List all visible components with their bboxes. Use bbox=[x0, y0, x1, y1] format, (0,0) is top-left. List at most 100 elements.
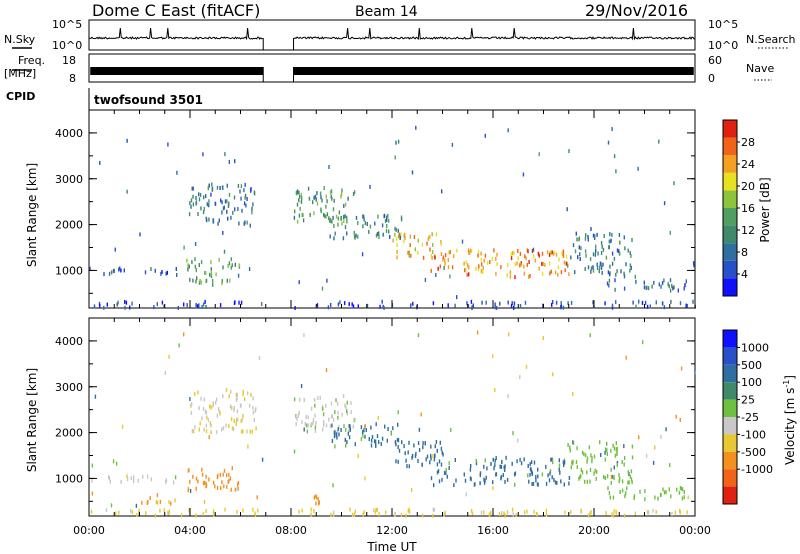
heatmap-cell bbox=[439, 264, 441, 269]
heatmap-cell bbox=[243, 188, 245, 193]
heatmap-cell bbox=[209, 272, 211, 277]
heatmap-cell bbox=[227, 264, 229, 269]
heatmap-cell bbox=[686, 303, 688, 308]
heatmap-cell bbox=[569, 445, 571, 450]
heatmap-cell bbox=[493, 248, 495, 253]
heatmap-cell bbox=[535, 478, 537, 483]
colorbar-swatch bbox=[723, 172, 737, 191]
heatmap-cell bbox=[166, 270, 168, 275]
heatmap-cell bbox=[296, 202, 299, 207]
heatmap-cell bbox=[487, 260, 489, 265]
heatmap-cell bbox=[588, 445, 590, 450]
heatmap-cell bbox=[532, 254, 535, 259]
heatmap-cell bbox=[479, 473, 481, 478]
heatmap-cell bbox=[119, 266, 121, 271]
heatmap-cell bbox=[600, 266, 603, 270]
heatmap-cell bbox=[325, 204, 327, 209]
heatmap-cell bbox=[507, 394, 509, 399]
colorbar-tick-label: -100 bbox=[741, 428, 766, 441]
heatmap-cell bbox=[408, 464, 410, 469]
heatmap-cell bbox=[208, 183, 210, 188]
heatmap-cell bbox=[344, 437, 346, 442]
heatmap-cell bbox=[194, 264, 196, 269]
heatmap-cell bbox=[531, 482, 533, 486]
heatmap-cell bbox=[381, 436, 384, 441]
heatmap-cell bbox=[505, 455, 507, 460]
heatmap-cell bbox=[551, 250, 553, 255]
heatmap-cell bbox=[390, 431, 392, 436]
heatmap-cell bbox=[524, 300, 527, 305]
heatmap-cell bbox=[294, 306, 296, 310]
heatmap-cell bbox=[527, 464, 529, 468]
heatmap-cell bbox=[141, 500, 143, 505]
heatmap-cell bbox=[126, 138, 128, 143]
heatmap-cell bbox=[298, 213, 301, 218]
heatmap-cell bbox=[557, 265, 559, 270]
heatmap-cell bbox=[527, 274, 530, 279]
heatmap-cell bbox=[604, 450, 606, 455]
heatmap-cell bbox=[412, 301, 414, 306]
heatmap-cell bbox=[565, 254, 568, 259]
heatmap-cell bbox=[222, 472, 224, 477]
heatmap-cell bbox=[250, 392, 252, 397]
heatmap-cell bbox=[634, 511, 637, 516]
heatmap-cell bbox=[329, 234, 331, 239]
heatmap-cell bbox=[563, 463, 565, 468]
heatmap-cell bbox=[317, 497, 319, 502]
heatmap-cell bbox=[537, 251, 540, 256]
heatmap-cell bbox=[434, 444, 436, 449]
heatmap-cell bbox=[534, 258, 536, 263]
heatmap-cell bbox=[301, 420, 303, 425]
heatmap-cell bbox=[199, 279, 201, 283]
heatmap-cell bbox=[349, 507, 351, 512]
heatmap-cell bbox=[180, 513, 183, 518]
heatmap-cell bbox=[616, 269, 618, 274]
heatmap-cell bbox=[176, 273, 178, 277]
heatmap-cell bbox=[189, 488, 192, 493]
heatmap-cell bbox=[112, 459, 115, 464]
heatmap-cell bbox=[607, 486, 609, 491]
heatmap-cell bbox=[613, 446, 616, 451]
heatmap-cell bbox=[192, 474, 194, 479]
heatmap-cell bbox=[313, 398, 316, 402]
heatmap-cell bbox=[205, 305, 207, 309]
colorbar-swatch bbox=[723, 190, 737, 208]
heatmap-cell bbox=[338, 210, 341, 215]
heatmap-cell bbox=[91, 491, 94, 496]
heatmap-cell bbox=[344, 225, 347, 230]
heatmap-cell bbox=[653, 280, 655, 285]
heatmap-cell bbox=[647, 510, 650, 515]
heatmap-cell bbox=[230, 487, 232, 492]
heatmap-cell bbox=[230, 417, 233, 422]
freq-left-tick-bottom: 8 bbox=[69, 72, 76, 85]
heatmap-cell bbox=[248, 403, 251, 408]
heatmap-cell bbox=[449, 250, 451, 255]
heatmap-cell bbox=[192, 278, 194, 283]
heatmap-cell bbox=[238, 300, 240, 305]
heatmap-cell bbox=[236, 418, 238, 423]
heatmap-cell bbox=[131, 301, 133, 306]
heatmap-cell bbox=[465, 492, 467, 497]
heatmap-cell bbox=[234, 262, 236, 267]
heatmap-cell bbox=[397, 228, 399, 233]
heatmap-cell bbox=[618, 251, 621, 256]
heatmap-cell bbox=[384, 510, 387, 515]
heatmap-cell bbox=[584, 249, 587, 254]
heatmap-cell bbox=[239, 189, 241, 194]
heatmap-cell bbox=[235, 422, 237, 426]
heatmap-cell bbox=[403, 232, 406, 237]
colorbar-swatch bbox=[723, 451, 737, 470]
heatmap-cell bbox=[513, 305, 515, 310]
heatmap-cell bbox=[587, 234, 589, 239]
heatmap-cell bbox=[448, 466, 450, 470]
heatmap-cell bbox=[397, 445, 399, 450]
heatmap-cell bbox=[586, 456, 589, 461]
heatmap-cell bbox=[523, 264, 525, 269]
heatmap-cell bbox=[357, 453, 359, 458]
heatmap-cell bbox=[256, 495, 258, 500]
heatmap-cell bbox=[621, 479, 624, 484]
heatmap-cell bbox=[509, 270, 512, 275]
heatmap-cell bbox=[242, 413, 244, 418]
heatmap-cell bbox=[226, 484, 228, 489]
heatmap-cell bbox=[208, 435, 210, 440]
